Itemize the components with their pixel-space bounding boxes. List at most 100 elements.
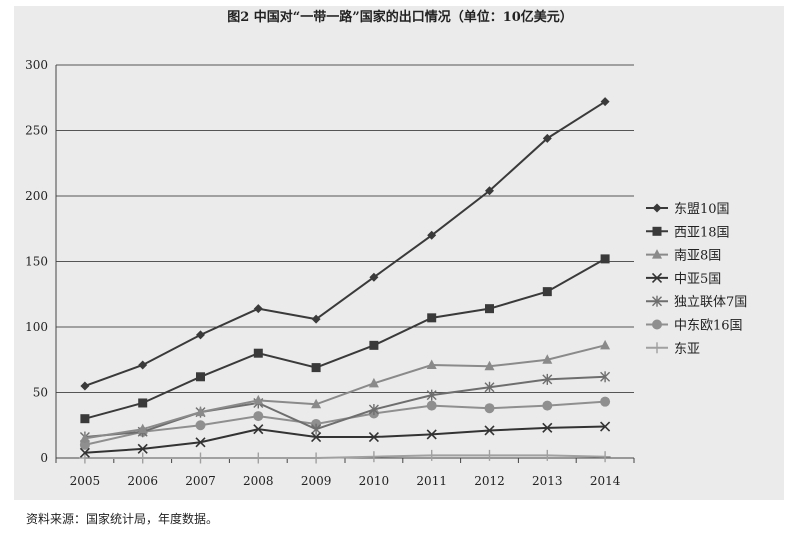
legend-marker	[652, 249, 662, 259]
data-point	[542, 422, 553, 433]
data-point	[484, 360, 495, 371]
chart-title: 图2 中国对“一带一路”国家的出口情况（单位：10亿美元）	[227, 10, 573, 25]
data-point	[79, 447, 90, 458]
y-tick-label: 250	[25, 124, 48, 138]
data-point	[79, 432, 90, 443]
data-point	[600, 371, 611, 383]
data-point	[195, 406, 206, 417]
data-point	[253, 304, 263, 314]
data-point	[252, 452, 264, 464]
x-tick-label: 2011	[416, 474, 447, 488]
legend-label: 中东欧16国	[674, 319, 743, 334]
legend-marker	[652, 226, 662, 236]
series-line	[84, 100, 606, 387]
data-point	[426, 429, 437, 440]
data-point	[80, 381, 90, 391]
y-tick-label: 100	[25, 320, 48, 334]
legend-item: 中亚5国	[646, 272, 721, 287]
data-point	[311, 363, 321, 373]
data-point	[542, 133, 552, 143]
legend-item: 西亚18国	[646, 225, 730, 240]
data-point	[368, 431, 379, 443]
x-tick-label: 2005	[70, 474, 101, 488]
legend-label: 东盟10国	[674, 202, 730, 217]
legend-label: 独立联体7国	[674, 295, 747, 310]
data-point	[137, 452, 149, 464]
y-tick-label: 150	[25, 255, 48, 269]
data-point	[311, 431, 322, 443]
data-point	[600, 421, 611, 432]
series-2	[80, 254, 610, 424]
data-point	[484, 425, 495, 436]
series-3	[79, 339, 611, 443]
data-point	[485, 186, 494, 196]
data-point	[138, 398, 148, 408]
data-point	[600, 254, 610, 264]
x-tick-label: 2008	[243, 474, 274, 488]
series-line	[84, 454, 606, 459]
data-point	[484, 403, 495, 414]
data-point	[253, 411, 264, 422]
series-line	[84, 375, 606, 439]
x-tick-label: 2012	[474, 474, 505, 488]
data-point	[195, 437, 206, 448]
data-point	[484, 381, 495, 393]
legend-label: 南亚8国	[674, 248, 721, 264]
legend-item: 独立联体7国	[646, 295, 747, 310]
data-point	[600, 396, 611, 407]
data-point	[600, 97, 610, 107]
data-point	[426, 449, 438, 461]
series-line	[84, 258, 606, 420]
data-point	[196, 372, 205, 382]
series-1	[80, 97, 610, 391]
data-point	[253, 348, 263, 358]
legend-item: 中东欧16国	[646, 319, 743, 334]
legend-item: 东盟10国	[646, 202, 730, 217]
y-tick-label: 200	[25, 189, 48, 203]
data-point	[369, 340, 379, 350]
legend-marker	[652, 295, 662, 307]
data-point	[369, 272, 379, 282]
x-tick-label: 2010	[359, 474, 390, 488]
data-point	[427, 230, 437, 240]
data-point	[542, 373, 553, 385]
x-tick-label: 2014	[590, 474, 621, 488]
x-tick-label: 2007	[185, 474, 216, 488]
data-point	[485, 304, 494, 314]
data-point	[253, 424, 264, 435]
data-point	[599, 451, 611, 463]
series-7	[79, 449, 611, 464]
data-point	[79, 439, 90, 450]
data-point	[542, 354, 553, 364]
x-tick-label: 2006	[127, 474, 158, 488]
legend-label: 中亚5国	[674, 272, 721, 287]
data-point	[137, 443, 148, 454]
data-point	[426, 359, 437, 369]
x-tick-label: 2009	[301, 474, 332, 488]
data-point	[484, 449, 495, 461]
y-tick-label: 0	[40, 451, 48, 465]
legend-item: 南亚8国	[646, 248, 721, 264]
data-point	[541, 449, 553, 461]
legend-item: 东亚	[646, 342, 700, 357]
data-point	[600, 339, 611, 350]
data-point	[368, 377, 379, 388]
data-point	[311, 423, 322, 435]
data-point	[137, 423, 148, 434]
y-tick-label: 300	[25, 58, 48, 72]
data-point	[195, 452, 206, 464]
data-point	[196, 330, 205, 340]
data-point	[79, 452, 91, 464]
legend-marker	[652, 203, 662, 213]
data-point	[311, 314, 321, 324]
data-point	[368, 404, 379, 416]
legend-marker	[651, 342, 663, 354]
data-point	[80, 414, 90, 424]
series-4	[79, 421, 611, 458]
data-point	[426, 389, 437, 401]
legend-label: 西亚18国	[674, 225, 730, 240]
data-point	[427, 313, 437, 323]
x-tick-label: 2013	[532, 474, 563, 488]
